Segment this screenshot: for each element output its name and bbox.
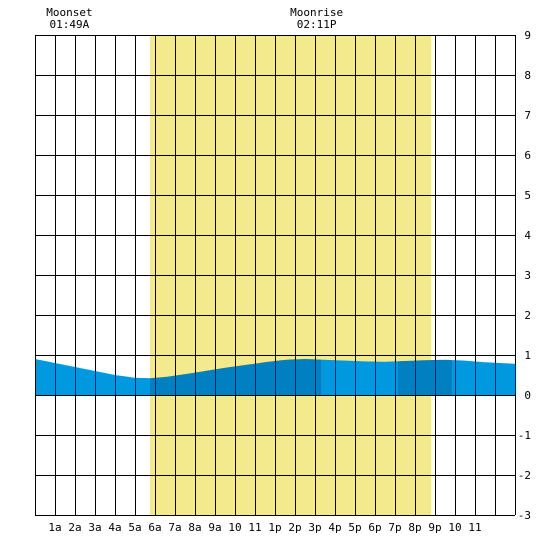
x-tick-label: 10 (228, 521, 241, 534)
x-tick-label: 11 (248, 521, 261, 534)
y-tick-label: 8 (524, 69, 531, 82)
x-tick-label: 1a (48, 521, 61, 534)
x-tick-label: 5p (348, 521, 361, 534)
x-tick-label: 5a (128, 521, 141, 534)
moon-event-time: 02:11P (297, 18, 337, 31)
x-tick-label: 6p (368, 521, 381, 534)
moon-event-time: 01:49A (50, 18, 90, 31)
x-tick-label: 8a (188, 521, 201, 534)
y-tick-label: 4 (524, 229, 531, 242)
grid (35, 35, 516, 516)
x-tick-label: 8p (408, 521, 421, 534)
x-tick-label: 3a (88, 521, 101, 534)
tide-band-light (321, 359, 398, 395)
y-tick-label: -3 (518, 509, 531, 522)
y-tick-label: 0 (524, 389, 531, 402)
x-tick-label: 9a (208, 521, 221, 534)
y-axis-ticks: 9 8 7 6 5 4 3 2 1 0 -1 -2 -3 (518, 29, 532, 522)
y-tick-label: -2 (518, 469, 531, 482)
x-tick-label: 1p (268, 521, 281, 534)
x-tick-label: 6a (148, 521, 161, 534)
x-tick-label: 10 (448, 521, 461, 534)
x-tick-label: 7a (168, 521, 181, 534)
x-tick-label: 9p (428, 521, 441, 534)
y-tick-label: 1 (524, 349, 531, 362)
x-tick-label: 4a (108, 521, 121, 534)
x-tick-label: 7p (388, 521, 401, 534)
tide-band-dark (398, 359, 452, 395)
y-tick-label: 2 (524, 309, 531, 322)
x-tick-label: 2a (68, 521, 81, 534)
y-tick-label: 7 (524, 109, 531, 122)
y-tick-label: 3 (524, 269, 531, 282)
tide-area (35, 359, 515, 395)
y-tick-label: -1 (518, 429, 531, 442)
y-tick-label: 9 (524, 29, 531, 42)
x-tick-label: 11 (468, 521, 481, 534)
tide-band-light (35, 359, 150, 395)
x-tick-label: 4p (328, 521, 341, 534)
y-tick-label: 5 (524, 189, 531, 202)
x-tick-label: 3p (308, 521, 321, 534)
x-axis-ticks: 1a 2a 3a 4a 5a 6a 7a 8a 9a 10 11 1p 2p 3p 4p 5p 6p 7p 8p 9p… (48, 521, 481, 534)
y-tick-label: 6 (524, 149, 531, 162)
x-tick-label: 2p (288, 521, 301, 534)
moon-event-label: Moonset (46, 6, 92, 19)
tide-band-light (452, 360, 515, 395)
moon-event-label: Moonrise (290, 6, 343, 19)
